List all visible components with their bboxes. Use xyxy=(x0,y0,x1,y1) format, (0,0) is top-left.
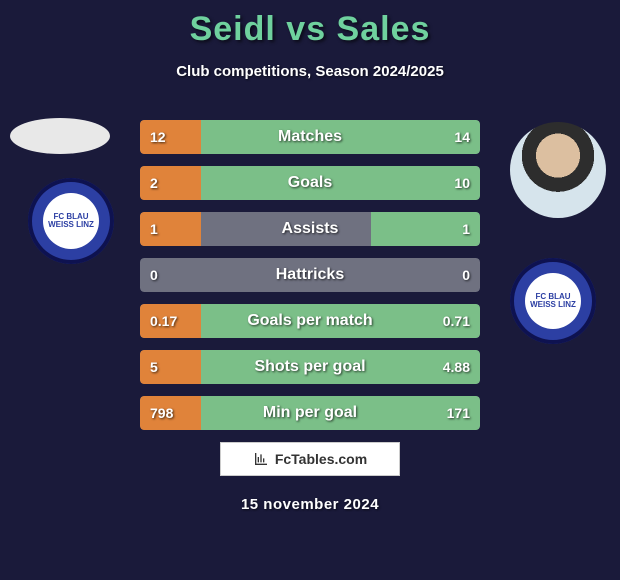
stat-value-left: 12 xyxy=(150,120,166,154)
stat-value-right: 14 xyxy=(454,120,470,154)
stat-bar-right xyxy=(201,350,480,384)
player-right-avatar xyxy=(510,122,606,218)
stat-value-right: 10 xyxy=(454,166,470,200)
stat-row: 54.88Shots per goal xyxy=(140,350,480,384)
stat-bar-right xyxy=(201,304,480,338)
stat-bar-right xyxy=(201,120,480,154)
stat-value-right: 0 xyxy=(462,258,470,292)
brand-footer-text: FcTables.com xyxy=(275,451,367,467)
stat-value-left: 2 xyxy=(150,166,158,200)
stat-bar-track xyxy=(140,258,480,292)
brand-footer: FcTables.com xyxy=(220,442,400,476)
stat-bar-right xyxy=(201,396,480,430)
player-left-avatar xyxy=(10,118,110,154)
stat-row: 798171Min per goal xyxy=(140,396,480,430)
stat-value-right: 4.88 xyxy=(443,350,470,384)
stat-row: 0.170.71Goals per match xyxy=(140,304,480,338)
page-title: Seidl vs Sales xyxy=(0,0,620,49)
club-badge-left-text: FC BLAU WEISS LINZ xyxy=(43,193,99,249)
stat-value-left: 0.17 xyxy=(150,304,177,338)
stat-row: 00Hattricks xyxy=(140,258,480,292)
stat-value-left: 798 xyxy=(150,396,173,430)
stat-value-right: 1 xyxy=(462,212,470,246)
stat-value-left: 5 xyxy=(150,350,158,384)
stat-row: 1214Matches xyxy=(140,120,480,154)
stat-row: 210Goals xyxy=(140,166,480,200)
stat-value-right: 171 xyxy=(447,396,470,430)
stat-row: 11Assists xyxy=(140,212,480,246)
club-badge-left: FC BLAU WEISS LINZ xyxy=(28,178,114,264)
stat-value-left: 0 xyxy=(150,258,158,292)
subtitle: Club competitions, Season 2024/2025 xyxy=(0,63,620,80)
stats-chart: 1214Matches210Goals11Assists00Hattricks0… xyxy=(140,120,480,442)
club-badge-right: FC BLAU WEISS LINZ xyxy=(510,258,596,344)
club-badge-right-text: FC BLAU WEISS LINZ xyxy=(525,273,581,329)
chart-icon xyxy=(253,451,269,467)
stat-value-right: 0.71 xyxy=(443,304,470,338)
date-text: 15 november 2024 xyxy=(0,496,620,513)
stat-value-left: 1 xyxy=(150,212,158,246)
stat-bar-right xyxy=(201,166,480,200)
